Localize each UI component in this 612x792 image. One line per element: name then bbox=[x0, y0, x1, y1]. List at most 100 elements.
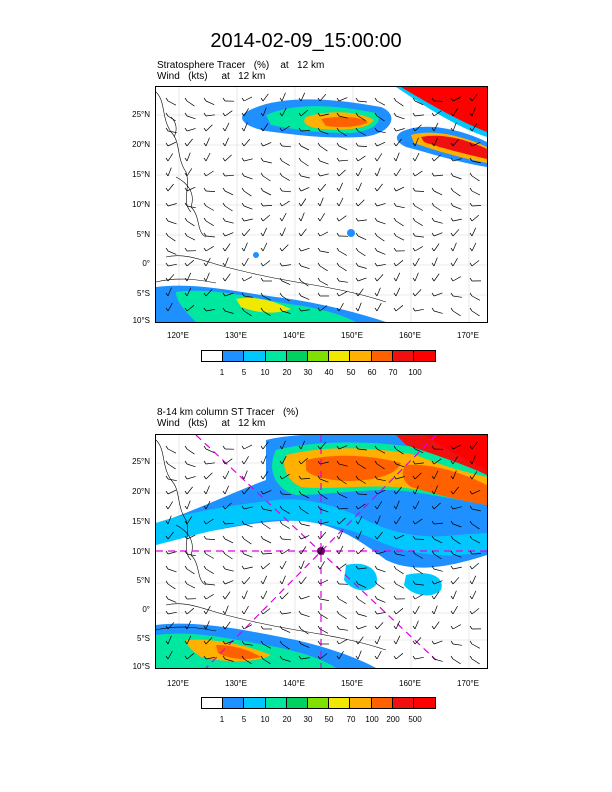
wind-barb-flag bbox=[298, 445, 302, 450]
wind-barb bbox=[167, 302, 173, 312]
wind-barb-flag bbox=[336, 625, 340, 630]
wind-barb-flag bbox=[241, 142, 245, 147]
wind-barb-flag bbox=[355, 217, 359, 222]
wind-barb-flag bbox=[374, 262, 378, 267]
panel-2-title-line1: 8-14 km column ST Tracer (%) bbox=[157, 407, 299, 418]
colorbar-label: 70 bbox=[388, 368, 398, 377]
wind-barb-flag bbox=[393, 217, 397, 222]
wind-barb bbox=[376, 302, 382, 312]
wind-barb-flag bbox=[203, 172, 207, 177]
colorbar-label: 20 bbox=[282, 368, 292, 377]
wind-barb-flag bbox=[260, 292, 264, 297]
wind-barb bbox=[395, 260, 404, 267]
wind-barb bbox=[243, 566, 253, 570]
wind-barb bbox=[319, 173, 329, 177]
wind-barb-flag bbox=[374, 655, 378, 660]
wind-barb-flag bbox=[336, 157, 340, 162]
wind-barb-flag bbox=[431, 97, 435, 102]
wind-barb bbox=[186, 287, 192, 297]
wind-barb bbox=[262, 214, 271, 222]
wind-barb bbox=[433, 220, 443, 224]
wind-barb-flag bbox=[165, 217, 169, 222]
wind-barb-flag bbox=[393, 610, 397, 615]
wind-barb bbox=[186, 516, 193, 525]
wind-barb-flag bbox=[469, 565, 473, 570]
wind-barb-flag bbox=[412, 217, 416, 222]
wind-barb bbox=[205, 246, 214, 252]
wind-barb bbox=[186, 553, 196, 557]
wind-barb-flag bbox=[279, 655, 283, 660]
wind-barb-flag bbox=[431, 595, 435, 600]
wind-barb bbox=[186, 635, 192, 645]
colorbar-swatch bbox=[371, 351, 393, 361]
wind-barb-flag bbox=[184, 202, 188, 207]
wind-barb-flag bbox=[260, 610, 264, 615]
wind-barb bbox=[338, 97, 348, 102]
wind-barb-flag bbox=[450, 640, 454, 645]
wind-barb bbox=[433, 470, 439, 480]
wind-barb bbox=[433, 205, 442, 212]
wind-barb bbox=[262, 227, 268, 237]
wind-barb-flag bbox=[336, 307, 340, 312]
wind-barb-flag bbox=[222, 610, 226, 615]
wind-barb-flag bbox=[355, 595, 359, 600]
panel-1-lat-label: 10°S bbox=[132, 316, 150, 325]
wind-barb bbox=[376, 583, 385, 590]
wind-barb bbox=[205, 583, 215, 586]
wind-barb bbox=[281, 508, 290, 514]
wind-barb bbox=[224, 568, 234, 572]
wind-barb-flag bbox=[393, 232, 397, 237]
wind-barb-flag bbox=[469, 445, 473, 450]
wind-barb bbox=[167, 568, 177, 573]
wind-barb bbox=[414, 448, 424, 454]
colorbar-swatch bbox=[413, 698, 436, 708]
wind-barb bbox=[224, 458, 233, 465]
wind-barb bbox=[224, 257, 229, 267]
panel-1-lat-label: 25°N bbox=[132, 110, 150, 119]
wind-barb-flag bbox=[222, 535, 226, 540]
wind-barb-flag bbox=[184, 172, 188, 177]
wind-barb-flag bbox=[450, 307, 454, 312]
wind-barb bbox=[433, 232, 443, 237]
wind-barb bbox=[452, 566, 462, 570]
wind-barb bbox=[414, 568, 423, 574]
wind-barb bbox=[319, 130, 329, 135]
wind-barb bbox=[205, 538, 216, 540]
wind-barb-flag bbox=[222, 217, 226, 222]
wind-barb bbox=[319, 521, 329, 525]
wind-barb-flag bbox=[241, 112, 245, 117]
wind-barb bbox=[243, 486, 251, 495]
wind-barb-flag bbox=[241, 232, 245, 237]
wind-barb bbox=[376, 274, 384, 282]
wind-barb-flag bbox=[355, 490, 359, 495]
wind-barb-flag bbox=[431, 142, 435, 147]
wind-barb-flag bbox=[317, 127, 321, 132]
wind-barb bbox=[376, 568, 386, 573]
wind-barb bbox=[224, 310, 234, 314]
wind-barb-flag bbox=[165, 277, 169, 282]
wind-barb bbox=[452, 175, 462, 180]
colorbar-swatch bbox=[265, 698, 287, 708]
wind-barb-flag bbox=[184, 535, 188, 540]
wind-barb bbox=[300, 508, 309, 515]
wind-barb-flag bbox=[374, 640, 378, 645]
wind-barb bbox=[395, 186, 405, 192]
wind-barb bbox=[224, 273, 231, 282]
wind-barb bbox=[167, 501, 173, 510]
wind-barb bbox=[319, 545, 324, 555]
wind-barb bbox=[414, 289, 422, 297]
wind-barb bbox=[186, 583, 196, 589]
panel-2-lat-label: 10°S bbox=[132, 662, 150, 671]
wind-barb-flag bbox=[431, 307, 435, 312]
wind-barb-flag bbox=[393, 112, 397, 117]
wind-barb-flag bbox=[355, 475, 359, 480]
wind-barb-flag bbox=[431, 172, 435, 177]
wind-barb-flag bbox=[260, 460, 264, 465]
wind-barb bbox=[376, 551, 386, 555]
wind-barb bbox=[205, 272, 210, 282]
wind-barb bbox=[205, 518, 214, 525]
wind-barb bbox=[243, 96, 253, 102]
wind-barb-flag bbox=[298, 232, 302, 237]
colorbar-label: 5 bbox=[241, 368, 247, 377]
wind-barb-flag bbox=[184, 262, 188, 267]
